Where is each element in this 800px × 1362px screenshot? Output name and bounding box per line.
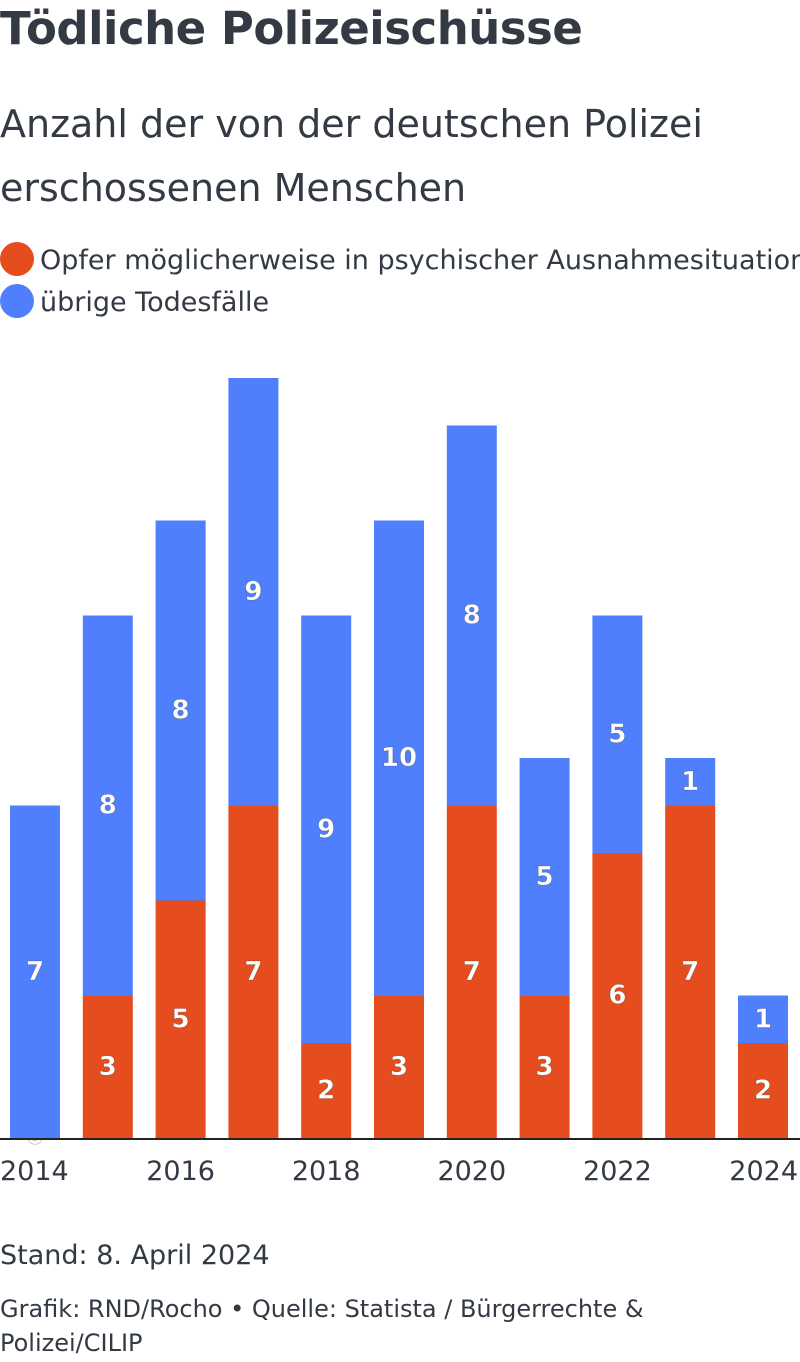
bar-2023-uebrige (665, 758, 716, 806)
bar-2023-psychisch (665, 805, 716, 1138)
x-tick-label-2024: 2024 (729, 1156, 798, 1187)
legend-swatch-psychisch (0, 242, 34, 276)
x-tick-label-2022: 2022 (583, 1156, 652, 1187)
bar-2019-psychisch (374, 995, 424, 1138)
data-label-2024-uebrige: 1 (754, 1004, 772, 1034)
bar-2015-psychisch (82, 995, 133, 1138)
data-label-2020-uebrige: 8 (463, 601, 481, 631)
credit-note: Grafik: RND/Rocho • Quelle: Statista / B… (0, 1295, 644, 1357)
x-tick-label-2016: 2016 (146, 1156, 215, 1187)
bar-2024-psychisch (738, 1043, 788, 1138)
data-label-2023-uebrige: 1 (681, 767, 699, 797)
data-label-2022-uebrige: 5 (608, 719, 626, 749)
data-label-2021-psychisch: 3 (536, 1052, 554, 1082)
data-label-2024-psychisch: 2 (754, 1076, 772, 1106)
data-label-2021-uebrige: 5 (536, 862, 554, 892)
data-label-2016-uebrige: 8 (172, 696, 190, 726)
chart-subtitle: Anzahl der von der deutschen Polizei ers… (0, 102, 703, 210)
legend-label-psychisch: Opfer möglicherweise in psychischer Ausn… (40, 245, 800, 276)
bar-2021-psychisch (519, 995, 570, 1138)
bar-2021-uebrige (519, 758, 570, 996)
legend-label-uebrige: übrige Todesfälle (40, 287, 270, 318)
bar-2016-uebrige (155, 520, 206, 901)
x-tick-label-2018: 2018 (292, 1156, 361, 1187)
legend-entry-psychisch: Opfer möglicherweise in psychischer Ausn… (0, 242, 800, 276)
data-label-2014-uebrige: 7 (26, 957, 44, 987)
bar-2015-uebrige (82, 615, 133, 996)
legend-swatch-uebrige (0, 284, 34, 318)
bar-chart: 0738587929310783565712120142016201820202… (0, 378, 800, 1187)
x-tick-label-2014: 2014 (0, 1156, 69, 1187)
data-label-2023-psychisch: 7 (681, 957, 699, 987)
data-label-2019-psychisch: 3 (390, 1052, 408, 1082)
data-label-2018-uebrige: 9 (317, 814, 335, 844)
bar-2014-uebrige (10, 805, 60, 1138)
data-label-2022-psychisch: 6 (608, 981, 626, 1011)
data-label-2016-psychisch: 5 (172, 1004, 190, 1034)
bar-2022-uebrige (592, 615, 643, 853)
x-tick-label-2020: 2020 (437, 1156, 506, 1187)
data-label-2015-uebrige: 8 (99, 791, 117, 821)
bar-2017-psychisch (228, 805, 279, 1138)
data-label-2015-psychisch: 3 (99, 1052, 117, 1082)
bar-2020-uebrige (446, 425, 497, 806)
bar-2020-psychisch (446, 805, 497, 1138)
bar-2017-uebrige (228, 378, 279, 806)
data-label-2017-uebrige: 9 (244, 577, 262, 607)
data-label-2018-psychisch: 2 (317, 1076, 335, 1106)
bar-2019-uebrige (374, 520, 424, 996)
legend: Opfer möglicherweise in psychischer Ausn… (0, 240, 800, 324)
bar-2024-uebrige (738, 995, 788, 1043)
chart-title: Tödliche Polizeischüsse (0, 2, 583, 55)
bar-2018-uebrige (301, 615, 352, 1043)
legend-entry-uebrige: übrige Todesfälle (0, 284, 270, 318)
data-label-2020-psychisch: 7 (463, 957, 481, 987)
bar-2016-psychisch (155, 900, 206, 1138)
data-label-2017-psychisch: 7 (244, 957, 262, 987)
data-label-2019-uebrige: 10 (381, 743, 417, 773)
bar-2022-psychisch (592, 853, 643, 1138)
bar-2018-psychisch (301, 1043, 352, 1138)
stand-note: Stand: 8. April 2024 (0, 1240, 270, 1271)
